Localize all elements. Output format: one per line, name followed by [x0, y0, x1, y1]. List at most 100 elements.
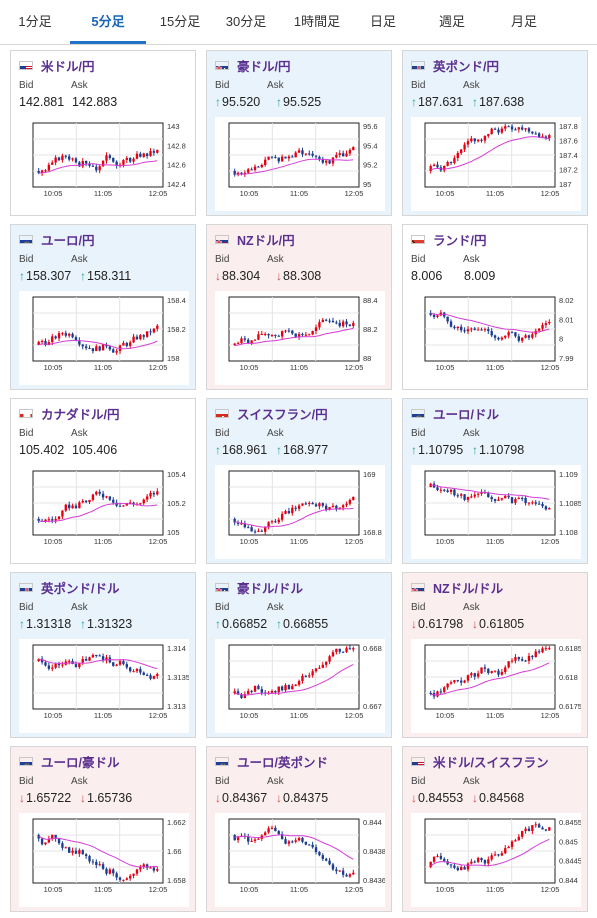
pair-title-link[interactable]: ユーロ/豪ドル [19, 753, 120, 770]
pair-title-link[interactable]: NZドル/円 [215, 231, 295, 248]
candlestick-chart[interactable]: 0.6185 0.618 0.6175 10:05 11:05 12:05 [411, 639, 581, 733]
pair-name[interactable]: 英ポンド/円 [433, 59, 499, 74]
candlestick-chart[interactable]: 1.109 1.1085 1.108 10:05 11:05 12:05 [411, 465, 581, 559]
candle-body [446, 683, 449, 688]
rate-card[interactable]: 豪ドル/ドル Bid Ask ↑0.66852 ↑0.66855 0.668 0.667 10… [206, 572, 392, 738]
ask-label: Ask [71, 602, 88, 613]
candle-body [314, 668, 318, 672]
candle-body [463, 330, 466, 332]
pair-name[interactable]: カナダドル/円 [41, 407, 120, 422]
pair-title-link[interactable]: 英ポンド/ドル [19, 579, 120, 596]
candle-body [548, 648, 551, 650]
rate-card[interactable]: カナダドル/円 Bid Ask 105.402 105.406 105.4 105.2 105… [10, 398, 196, 564]
rate-card[interactable]: ユーロ/ドル Bid Ask ↑1.10795 ↑1.10798 1.109 1.1085 1… [402, 398, 588, 564]
candle-body [328, 507, 331, 510]
rate-card[interactable]: スイスフラン/円 Bid Ask ↑168.961 ↑168.977 169 168.8 10… [206, 398, 392, 564]
candlestick-chart[interactable]: 187.8 187.6 187.4 187.2 187 10:05 11:05 12:05 [411, 117, 581, 211]
pair-name[interactable]: NZドル/円 [237, 233, 295, 248]
candlestick-chart[interactable]: 169 168.8 10:05 11:05 12:05 [215, 465, 385, 559]
y-tick-label: 105 [167, 528, 180, 537]
arrow-down-icon: ↓ [276, 269, 282, 283]
tab-daily[interactable]: 日足 [369, 14, 396, 29]
x-tick-label: 12:05 [345, 537, 364, 546]
rate-card[interactable]: 英ポンド/円 Bid Ask ↑187.631 ↑187.638 187.8 187.6 18… [402, 50, 588, 216]
pair-name[interactable]: 英ポンド/ドル [41, 581, 120, 596]
pair-title-link[interactable]: NZドル/ドル [411, 579, 504, 596]
pair-name[interactable]: 豪ドル/ドル [237, 581, 303, 596]
candlestick-chart[interactable]: 143 142.8 142.6 142.4 10:05 11:05 12:05 [19, 117, 189, 211]
candle-body [152, 867, 156, 871]
candlestick-chart[interactable]: 105.4 105.2 105 10:05 11:05 12:05 [19, 465, 189, 559]
rate-card[interactable]: ユーロ/英ポンド Bid Ask ↓0.84367 ↓0.84375 0.844 0.843… [206, 746, 392, 912]
tab-1min[interactable]: 1分足 [18, 14, 52, 29]
rate-card[interactable]: NZドル/円 Bid Ask ↓88.304 ↓88.308 88.4 88.2 88 10:0… [206, 224, 392, 390]
pair-name[interactable]: ユーロ/ドル [433, 407, 499, 422]
rate-card[interactable]: ユーロ/円 Bid Ask ↑158.307 ↑158.311 158.4 158.2 158… [10, 224, 196, 390]
rate-card[interactable]: 米ドル/スイスフラン Bid Ask ↓0.84553 ↓0.84568 0.8455 0.… [402, 746, 588, 912]
rate-card[interactable]: ランド/円 Bid Ask 8.006 8.009 8.02 8.01 8 7.99 10:05 1… [402, 224, 588, 390]
candle-body [541, 504, 544, 507]
candlestick-chart[interactable]: 0.8455 0.845 0.8445 0.844 10:05 11:05 12:05 [411, 813, 581, 907]
pair-title-link[interactable]: ユーロ/英ポンド [215, 753, 328, 770]
tab-30min[interactable]: 30分足 [225, 14, 267, 29]
candle-body [71, 850, 74, 853]
candle-body [463, 867, 466, 870]
candlestick-chart[interactable]: 8.02 8.01 8 7.99 10:05 11:05 12:05 [411, 291, 581, 385]
pair-name[interactable]: ユーロ/豪ドル [41, 755, 120, 770]
tab-5min[interactable]: 5分足 [70, 0, 146, 44]
pair-title-link[interactable]: 米ドル/スイスフラン [411, 753, 549, 770]
candlestick-chart[interactable]: 1.314 1.3135 1.313 10:05 11:05 12:05 [19, 639, 189, 733]
pair-title-link[interactable]: カナダドル/円 [19, 405, 120, 422]
rate-card[interactable]: 英ポンド/ドル Bid Ask ↑1.31318 ↑1.31323 1.314 1.3135… [10, 572, 196, 738]
candle-body [345, 648, 348, 652]
pair-name[interactable]: スイスフラン/円 [237, 407, 328, 422]
tab-monthly[interactable]: 月足 [510, 14, 537, 29]
pair-name[interactable]: ユーロ/円 [41, 233, 95, 248]
arrow-down-icon: ↓ [80, 791, 86, 805]
bid-price: 158.307 [26, 269, 72, 283]
rate-card[interactable]: ユーロ/豪ドル Bid Ask ↓1.65722 ↓1.65736 1.662 1.66 1.… [10, 746, 196, 912]
candle-body [548, 508, 551, 510]
pair-title-link[interactable]: 豪ドル/ドル [215, 579, 303, 596]
candle-body [325, 319, 328, 321]
pair-name[interactable]: NZドル/ドル [433, 581, 504, 596]
candle-body [260, 164, 263, 168]
candle-body [243, 694, 247, 699]
pair-title-link[interactable]: ユーロ/ドル [411, 405, 499, 422]
ask-price: 1.65736 [87, 791, 133, 805]
ask-value: ↑95.525 [276, 95, 321, 109]
tab-1hour[interactable]: 1時間足 [293, 14, 341, 29]
candle-body [487, 134, 490, 137]
candlestick-chart[interactable]: 0.844 0.8438 0.8436 10:05 11:05 12:05 [215, 813, 385, 907]
candlestick-chart[interactable]: 1.662 1.66 1.658 10:05 11:05 12:05 [19, 813, 189, 907]
rate-card[interactable]: NZドル/ドル Bid Ask ↓0.61798 ↓0.61805 0.6185 0.618… [402, 572, 588, 738]
tab-weekly[interactable]: 週足 [438, 14, 465, 29]
pair-title-link[interactable]: 豪ドル/円 [215, 57, 291, 74]
candlestick-chart[interactable]: 95.6 95.4 95.2 95 10:05 11:05 12:05 [215, 117, 385, 211]
candle-body [476, 329, 480, 331]
candle-body [341, 870, 345, 875]
pair-name[interactable]: 米ドル/スイスフラン [433, 755, 549, 770]
pair-title-link[interactable]: スイスフラン/円 [215, 405, 328, 422]
pair-title-link[interactable]: ランド/円 [411, 231, 487, 248]
pair-name[interactable]: ランド/円 [433, 233, 487, 248]
rate-card[interactable]: 米ドル/円 Bid Ask 142.881 142.883 143 142.8 142.6 14… [10, 50, 196, 216]
bid-value: ↑1.10795 [411, 443, 463, 457]
candlestick-chart[interactable]: 158.4 158.2 158 10:05 11:05 12:05 [19, 291, 189, 385]
candle-body [78, 850, 81, 854]
candle-body [294, 152, 297, 158]
candle-body [453, 326, 456, 329]
candle-body [51, 336, 54, 343]
rate-card[interactable]: 豪ドル/円 Bid Ask ↑95.520 ↑95.525 95.6 95.4 95.2 95 1… [206, 50, 392, 216]
tab-15min[interactable]: 15分足 [159, 14, 201, 29]
candlestick-chart[interactable]: 0.668 0.667 10:05 11:05 12:05 [215, 639, 385, 733]
pair-title-link[interactable]: 米ドル/円 [19, 57, 95, 74]
pair-name[interactable]: 豪ドル/円 [237, 59, 291, 74]
bid-value: 105.402 [19, 443, 64, 457]
pair-name[interactable]: 米ドル/円 [41, 59, 95, 74]
pair-name[interactable]: ユーロ/英ポンド [237, 755, 328, 770]
y-tick-label: 8.01 [559, 315, 574, 324]
candlestick-chart[interactable]: 88.4 88.2 88 10:05 11:05 12:05 [215, 291, 385, 385]
pair-title-link[interactable]: 英ポンド/円 [411, 57, 499, 74]
pair-title-link[interactable]: ユーロ/円 [19, 231, 95, 248]
